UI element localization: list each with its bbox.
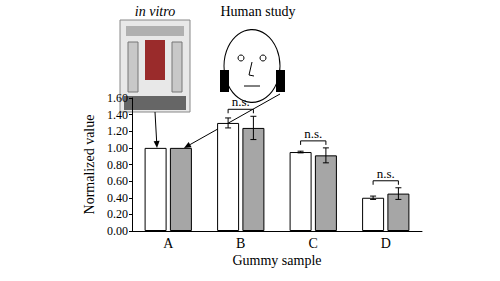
svg-text:n.s.: n.s. [304,126,322,141]
svg-text:n.s.: n.s. [377,166,395,181]
svg-text:Human study: Human study [220,4,295,19]
svg-text:0.00: 0.00 [107,224,128,238]
svg-text:B: B [236,236,245,251]
svg-text:A: A [163,236,174,251]
svg-text:1.20: 1.20 [107,124,128,138]
svg-text:1.00: 1.00 [107,141,128,155]
svg-text:Gummy sample: Gummy sample [232,253,321,268]
svg-text:0.80: 0.80 [107,158,128,172]
svg-text:Normalized value: Normalized value [82,115,97,215]
svg-text:in vitro: in vitro [135,4,175,19]
svg-text:0.40: 0.40 [107,191,128,205]
svg-text:D: D [381,236,391,251]
svg-text:0.20: 0.20 [107,207,128,221]
svg-text:n.s.: n.s. [232,94,250,109]
svg-text:1.60: 1.60 [107,91,128,105]
svg-text:C: C [309,236,318,251]
svg-text:0.60: 0.60 [107,174,128,188]
svg-text:1.40: 1.40 [107,108,128,122]
